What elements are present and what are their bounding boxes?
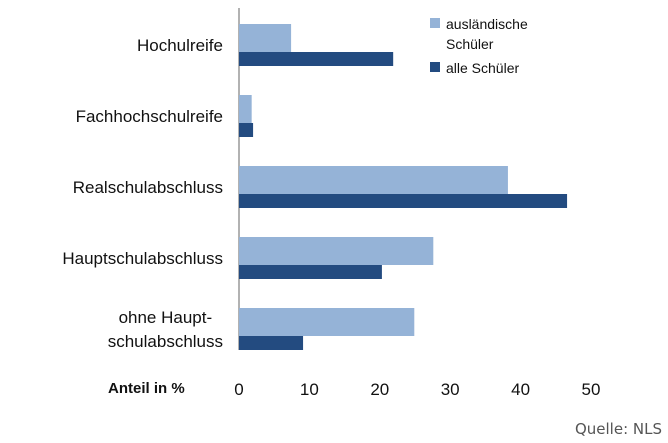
x-tick-label: 50 — [581, 380, 601, 399]
legend-item: ausländische Schüler — [430, 14, 571, 54]
bar — [239, 123, 254, 137]
x-tick-label: 10 — [299, 380, 319, 399]
x-tick-label: 20 — [370, 380, 390, 399]
y-tick-label: Hochulreife — [137, 36, 223, 55]
bar — [239, 95, 252, 123]
bar — [239, 237, 434, 265]
bar — [239, 308, 415, 336]
x-tick-label: 30 — [440, 380, 460, 399]
bar — [239, 336, 304, 350]
y-tick-label: Realschulabschluss — [72, 178, 223, 197]
y-tick-label: Hauptschulabschluss — [62, 249, 223, 268]
bar — [239, 265, 382, 279]
bar — [239, 166, 508, 194]
bar — [239, 194, 568, 208]
x-tick-label: 40 — [511, 380, 531, 399]
source: Quelle: NLS — [574, 420, 662, 438]
legend-label: ausländische Schüler — [446, 16, 528, 52]
legend-item: alle Schüler — [430, 58, 571, 78]
legend-swatch — [430, 18, 440, 28]
x-axis-label: Anteil in % — [108, 380, 185, 397]
legend-label: alle Schüler — [446, 60, 520, 76]
legend-swatch — [430, 62, 440, 72]
bar — [239, 52, 394, 66]
bar — [239, 24, 292, 52]
x-tick-label: 0 — [234, 380, 244, 399]
y-tick-label: ohne Haupt- schulabschluss — [107, 308, 223, 351]
y-tick-label: Fachhochschulreife — [75, 107, 223, 126]
